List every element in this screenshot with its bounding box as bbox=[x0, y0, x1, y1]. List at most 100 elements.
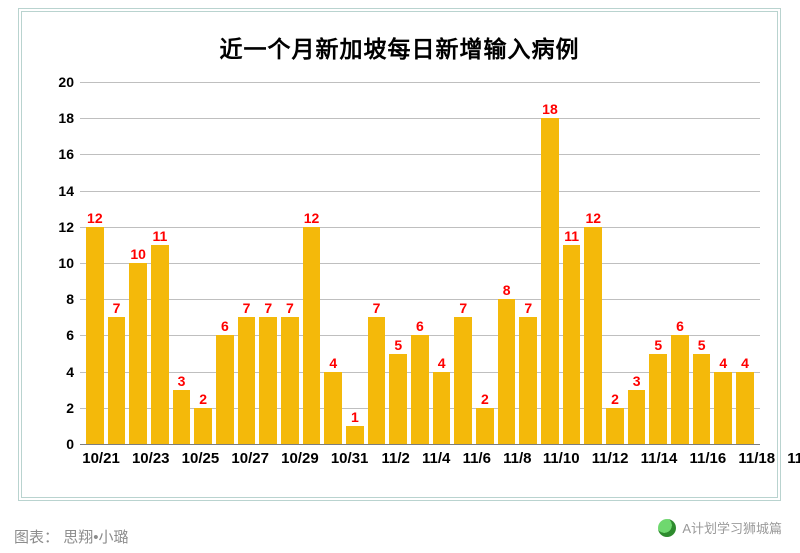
bar-value-label: 2 bbox=[481, 391, 489, 407]
y-tick-label: 16 bbox=[58, 146, 80, 162]
bar: 5 bbox=[649, 337, 667, 445]
bar-value-label: 5 bbox=[394, 337, 402, 353]
bar-rect bbox=[606, 408, 624, 444]
bar: 7 bbox=[368, 300, 386, 444]
x-tick-label: 11/6 bbox=[463, 450, 491, 467]
bar-rect bbox=[368, 317, 386, 444]
bar-value-label: 7 bbox=[113, 300, 121, 316]
bar: 4 bbox=[714, 355, 732, 444]
bar-rect bbox=[649, 354, 667, 445]
bars-container: 12710113267771241756472871811122356544 bbox=[80, 82, 760, 444]
bar: 6 bbox=[411, 318, 429, 444]
x-tick-label: 10/21 bbox=[82, 450, 120, 467]
x-axis: 10/21 10/23 10/25 10/27 10/29 10/31 11/2… bbox=[80, 450, 760, 467]
chart-frame: 近一个月新加坡每日新增输入病例 127101132677712417564728… bbox=[18, 8, 781, 501]
bar-value-label: 4 bbox=[719, 355, 727, 371]
x-tick-label: 10/29 bbox=[281, 450, 319, 467]
bar-rect bbox=[498, 299, 516, 444]
x-tick-label: 11/18 bbox=[738, 450, 775, 467]
x-tick-label: 11/16 bbox=[690, 450, 727, 467]
bar: 6 bbox=[671, 318, 689, 444]
bar-value-label: 12 bbox=[87, 210, 103, 226]
bar-value-label: 10 bbox=[130, 246, 146, 262]
x-tick-label: 11/4 bbox=[422, 450, 450, 467]
y-tick-label: 2 bbox=[66, 400, 80, 416]
bar-rect bbox=[238, 317, 256, 444]
bar-rect bbox=[303, 227, 321, 444]
bar-value-label: 4 bbox=[741, 355, 749, 371]
bar-rect bbox=[541, 118, 559, 444]
x-tick-label: 11/8 bbox=[503, 450, 531, 467]
bar-value-label: 7 bbox=[524, 300, 532, 316]
bar-value-label: 5 bbox=[698, 337, 706, 353]
bar-value-label: 4 bbox=[329, 355, 337, 371]
gridline bbox=[80, 444, 760, 445]
x-tick-label: 11/12 bbox=[592, 450, 629, 467]
x-tick-label: 11/14 bbox=[641, 450, 678, 467]
x-tick-label: 11/2 bbox=[381, 450, 409, 467]
bar-value-label: 6 bbox=[416, 318, 424, 334]
bar-rect bbox=[476, 408, 494, 444]
y-tick-label: 8 bbox=[66, 291, 80, 307]
bar: 7 bbox=[238, 300, 256, 444]
x-tick-label: 10/27 bbox=[231, 450, 269, 467]
bar: 1 bbox=[346, 409, 364, 444]
bar: 11 bbox=[563, 228, 581, 444]
bar-value-label: 2 bbox=[199, 391, 207, 407]
bar-rect bbox=[129, 263, 147, 444]
y-tick-label: 10 bbox=[58, 255, 80, 271]
bar-rect bbox=[736, 372, 754, 444]
bar: 10 bbox=[129, 246, 147, 444]
bar: 12 bbox=[584, 210, 602, 444]
bar-value-label: 11 bbox=[564, 228, 579, 244]
bar-rect bbox=[714, 372, 732, 444]
bar-rect bbox=[324, 372, 342, 444]
x-tick-label: 11/20 bbox=[787, 450, 800, 467]
y-tick-label: 4 bbox=[66, 364, 80, 380]
x-tick-label: 11/10 bbox=[543, 450, 580, 467]
y-tick-label: 12 bbox=[58, 219, 80, 235]
watermark-text: A计划学习狮城篇 bbox=[682, 518, 782, 537]
bar-rect bbox=[671, 335, 689, 444]
x-tick-label: 10/25 bbox=[182, 450, 220, 467]
bar-value-label: 12 bbox=[586, 210, 602, 226]
bar-rect bbox=[194, 408, 212, 444]
bar-rect bbox=[216, 335, 234, 444]
x-tick-label: 10/31 bbox=[331, 450, 369, 467]
bar-value-label: 8 bbox=[503, 282, 511, 298]
bar-value-label: 3 bbox=[633, 373, 641, 389]
bar-rect bbox=[563, 245, 581, 444]
y-tick-label: 20 bbox=[58, 74, 80, 90]
y-tick-label: 6 bbox=[66, 327, 80, 343]
bar: 8 bbox=[498, 282, 516, 444]
source-author: 思翔•小璐 bbox=[63, 529, 128, 546]
bar: 4 bbox=[324, 355, 342, 444]
bar-value-label: 11 bbox=[152, 228, 167, 244]
bar-value-label: 1 bbox=[351, 409, 359, 425]
y-tick-label: 14 bbox=[58, 183, 80, 199]
bar: 12 bbox=[86, 210, 104, 444]
y-tick-label: 18 bbox=[58, 110, 80, 126]
plot-area: 12710113267771241756472871811122356544 1… bbox=[80, 82, 760, 444]
bar: 18 bbox=[541, 101, 559, 444]
bar: 3 bbox=[173, 373, 191, 444]
bar: 6 bbox=[216, 318, 234, 444]
bar-rect bbox=[693, 354, 711, 445]
bar: 5 bbox=[693, 337, 711, 445]
bar-value-label: 7 bbox=[264, 300, 272, 316]
bar: 11 bbox=[151, 228, 169, 444]
bar: 2 bbox=[194, 391, 212, 444]
bar: 7 bbox=[454, 300, 472, 444]
bar: 4 bbox=[736, 355, 754, 444]
bar: 2 bbox=[476, 391, 494, 444]
bar-rect bbox=[411, 335, 429, 444]
bar-rect bbox=[151, 245, 169, 444]
bar-rect bbox=[519, 317, 537, 444]
bar-value-label: 7 bbox=[243, 300, 251, 316]
wechat-icon bbox=[658, 519, 676, 537]
bar-value-label: 4 bbox=[438, 355, 446, 371]
bar-value-label: 6 bbox=[221, 318, 229, 334]
y-tick-label: 0 bbox=[66, 436, 80, 452]
bar-rect bbox=[86, 227, 104, 444]
source-label: 图表： bbox=[14, 529, 59, 546]
